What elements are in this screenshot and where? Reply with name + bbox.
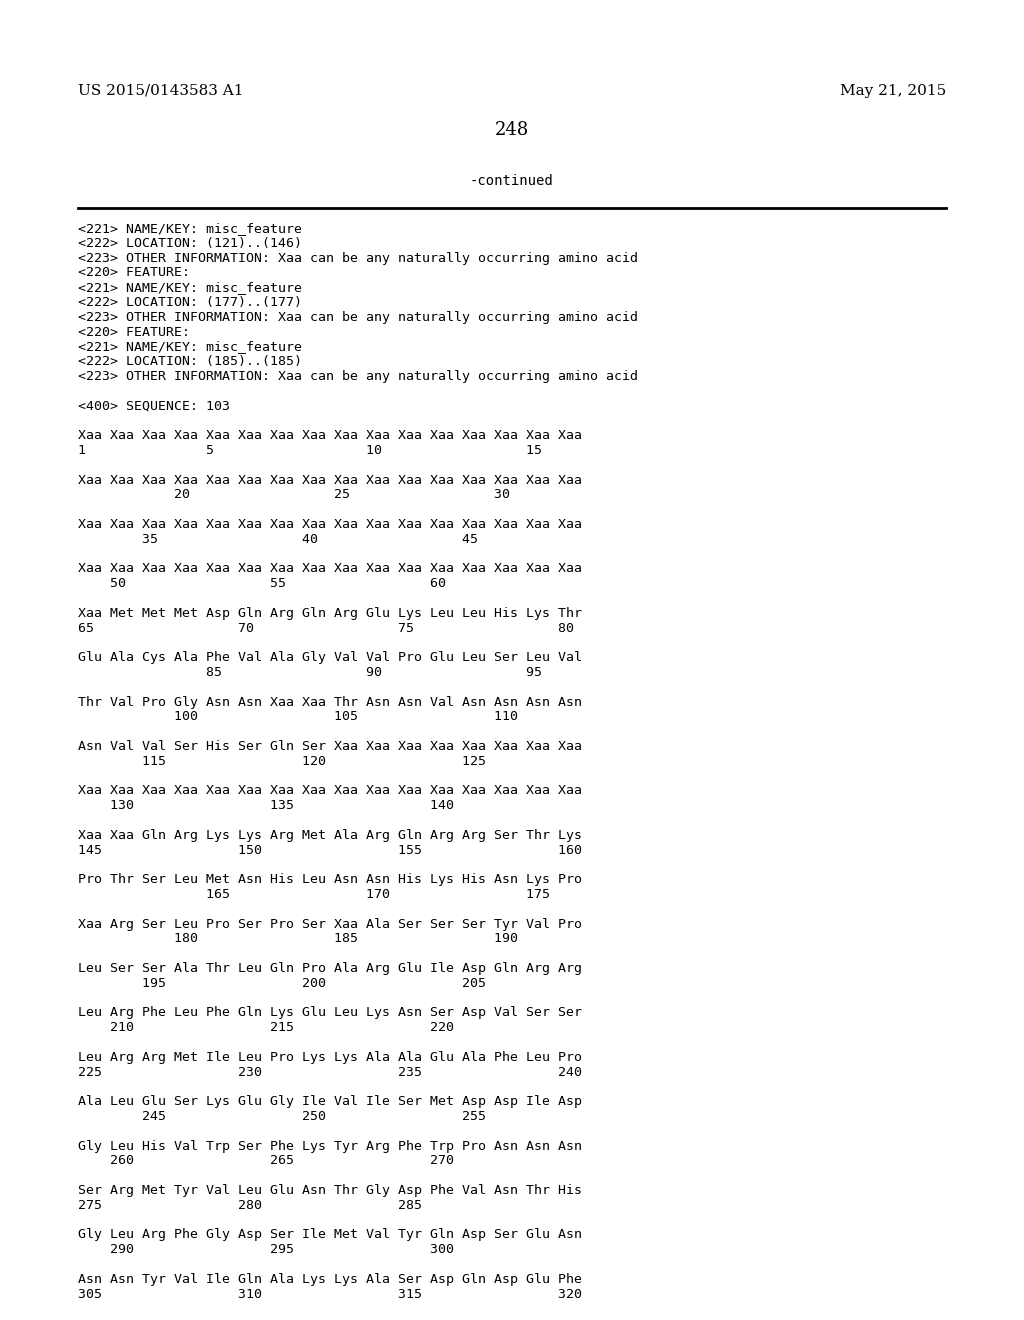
Text: 305                 310                 315                 320: 305 310 315 320 [78,1287,582,1300]
Text: 275                 280                 285: 275 280 285 [78,1199,422,1212]
Text: 260                 265                 270: 260 265 270 [78,1155,454,1167]
Text: <221> NAME/KEY: misc_feature: <221> NAME/KEY: misc_feature [78,222,302,235]
Text: <220> FEATURE:: <220> FEATURE: [78,267,190,280]
Text: 210                 215                 220: 210 215 220 [78,1022,454,1034]
Text: <223> OTHER INFORMATION: Xaa can be any naturally occurring amino acid: <223> OTHER INFORMATION: Xaa can be any … [78,370,638,383]
Text: Xaa Xaa Gln Arg Lys Lys Arg Met Ala Arg Gln Arg Arg Ser Thr Lys: Xaa Xaa Gln Arg Lys Lys Arg Met Ala Arg … [78,829,582,842]
Text: 35                  40                  45: 35 40 45 [78,533,478,545]
Text: 225                 230                 235                 240: 225 230 235 240 [78,1065,582,1078]
Text: 245                 250                 255: 245 250 255 [78,1110,486,1123]
Text: 180                 185                 190: 180 185 190 [78,932,518,945]
Text: Xaa Xaa Xaa Xaa Xaa Xaa Xaa Xaa Xaa Xaa Xaa Xaa Xaa Xaa Xaa Xaa: Xaa Xaa Xaa Xaa Xaa Xaa Xaa Xaa Xaa Xaa … [78,474,582,487]
Text: 115                 120                 125: 115 120 125 [78,755,486,768]
Text: Ala Leu Glu Ser Lys Glu Gly Ile Val Ile Ser Met Asp Asp Ile Asp: Ala Leu Glu Ser Lys Glu Gly Ile Val Ile … [78,1096,582,1109]
Text: Leu Ser Ser Ala Thr Leu Gln Pro Ala Arg Glu Ile Asp Gln Arg Arg: Leu Ser Ser Ala Thr Leu Gln Pro Ala Arg … [78,962,582,975]
Text: 165                 170                 175: 165 170 175 [78,888,550,902]
Text: Xaa Met Met Met Asp Gln Arg Gln Arg Glu Lys Leu Leu His Lys Thr: Xaa Met Met Met Asp Gln Arg Gln Arg Glu … [78,607,582,620]
Text: May 21, 2015: May 21, 2015 [840,84,946,98]
Text: Xaa Xaa Xaa Xaa Xaa Xaa Xaa Xaa Xaa Xaa Xaa Xaa Xaa Xaa Xaa Xaa: Xaa Xaa Xaa Xaa Xaa Xaa Xaa Xaa Xaa Xaa … [78,429,582,442]
Text: <222> LOCATION: (121)..(146): <222> LOCATION: (121)..(146) [78,236,302,249]
Text: <220> FEATURE:: <220> FEATURE: [78,326,190,339]
Text: Ser Arg Met Tyr Val Leu Glu Asn Thr Gly Asp Phe Val Asn Thr His: Ser Arg Met Tyr Val Leu Glu Asn Thr Gly … [78,1184,582,1197]
Text: <222> LOCATION: (185)..(185): <222> LOCATION: (185)..(185) [78,355,302,368]
Text: <223> OTHER INFORMATION: Xaa can be any naturally occurring amino acid: <223> OTHER INFORMATION: Xaa can be any … [78,310,638,323]
Text: <400> SEQUENCE: 103: <400> SEQUENCE: 103 [78,400,230,413]
Text: 145                 150                 155                 160: 145 150 155 160 [78,843,582,857]
Text: Glu Ala Cys Ala Phe Val Ala Gly Val Val Pro Glu Leu Ser Leu Val: Glu Ala Cys Ala Phe Val Ala Gly Val Val … [78,651,582,664]
Text: Pro Thr Ser Leu Met Asn His Leu Asn Asn His Lys His Asn Lys Pro: Pro Thr Ser Leu Met Asn His Leu Asn Asn … [78,874,582,886]
Text: Thr Val Pro Gly Asn Asn Xaa Xaa Thr Asn Asn Val Asn Asn Asn Asn: Thr Val Pro Gly Asn Asn Xaa Xaa Thr Asn … [78,696,582,709]
Text: 130                 135                 140: 130 135 140 [78,799,454,812]
Text: -continued: -continued [470,174,554,187]
Text: 290                 295                 300: 290 295 300 [78,1243,454,1257]
Text: 195                 200                 205: 195 200 205 [78,977,486,990]
Text: 20                  25                  30: 20 25 30 [78,488,510,502]
Text: Leu Arg Arg Met Ile Leu Pro Lys Lys Ala Ala Glu Ala Phe Leu Pro: Leu Arg Arg Met Ile Leu Pro Lys Lys Ala … [78,1051,582,1064]
Text: 100                 105                 110: 100 105 110 [78,710,518,723]
Text: 1               5                   10                  15: 1 5 10 15 [78,444,542,457]
Text: 85                  90                  95: 85 90 95 [78,667,542,678]
Text: Xaa Arg Ser Leu Pro Ser Pro Ser Xaa Ala Ser Ser Ser Tyr Val Pro: Xaa Arg Ser Leu Pro Ser Pro Ser Xaa Ala … [78,917,582,931]
Text: Leu Arg Phe Leu Phe Gln Lys Glu Leu Lys Asn Ser Asp Val Ser Ser: Leu Arg Phe Leu Phe Gln Lys Glu Leu Lys … [78,1006,582,1019]
Text: Xaa Xaa Xaa Xaa Xaa Xaa Xaa Xaa Xaa Xaa Xaa Xaa Xaa Xaa Xaa Xaa: Xaa Xaa Xaa Xaa Xaa Xaa Xaa Xaa Xaa Xaa … [78,517,582,531]
Text: <223> OTHER INFORMATION: Xaa can be any naturally occurring amino acid: <223> OTHER INFORMATION: Xaa can be any … [78,252,638,264]
Text: Xaa Xaa Xaa Xaa Xaa Xaa Xaa Xaa Xaa Xaa Xaa Xaa Xaa Xaa Xaa Xaa: Xaa Xaa Xaa Xaa Xaa Xaa Xaa Xaa Xaa Xaa … [78,784,582,797]
Text: <222> LOCATION: (177)..(177): <222> LOCATION: (177)..(177) [78,296,302,309]
Text: Asn Val Val Ser His Ser Gln Ser Xaa Xaa Xaa Xaa Xaa Xaa Xaa Xaa: Asn Val Val Ser His Ser Gln Ser Xaa Xaa … [78,741,582,752]
Text: 50                  55                  60: 50 55 60 [78,577,446,590]
Text: Xaa Xaa Xaa Xaa Xaa Xaa Xaa Xaa Xaa Xaa Xaa Xaa Xaa Xaa Xaa Xaa: Xaa Xaa Xaa Xaa Xaa Xaa Xaa Xaa Xaa Xaa … [78,562,582,576]
Text: Asn Asn Tyr Val Ile Gln Ala Lys Lys Ala Ser Asp Gln Asp Glu Phe: Asn Asn Tyr Val Ile Gln Ala Lys Lys Ala … [78,1272,582,1286]
Text: <221> NAME/KEY: misc_feature: <221> NAME/KEY: misc_feature [78,281,302,294]
Text: Gly Leu Arg Phe Gly Asp Ser Ile Met Val Tyr Gln Asp Ser Glu Asn: Gly Leu Arg Phe Gly Asp Ser Ile Met Val … [78,1229,582,1241]
Text: 65                  70                  75                  80: 65 70 75 80 [78,622,574,635]
Text: <221> NAME/KEY: misc_feature: <221> NAME/KEY: misc_feature [78,341,302,354]
Text: US 2015/0143583 A1: US 2015/0143583 A1 [78,84,244,98]
Text: 248: 248 [495,121,529,139]
Text: Gly Leu His Val Trp Ser Phe Lys Tyr Arg Phe Trp Pro Asn Asn Asn: Gly Leu His Val Trp Ser Phe Lys Tyr Arg … [78,1139,582,1152]
